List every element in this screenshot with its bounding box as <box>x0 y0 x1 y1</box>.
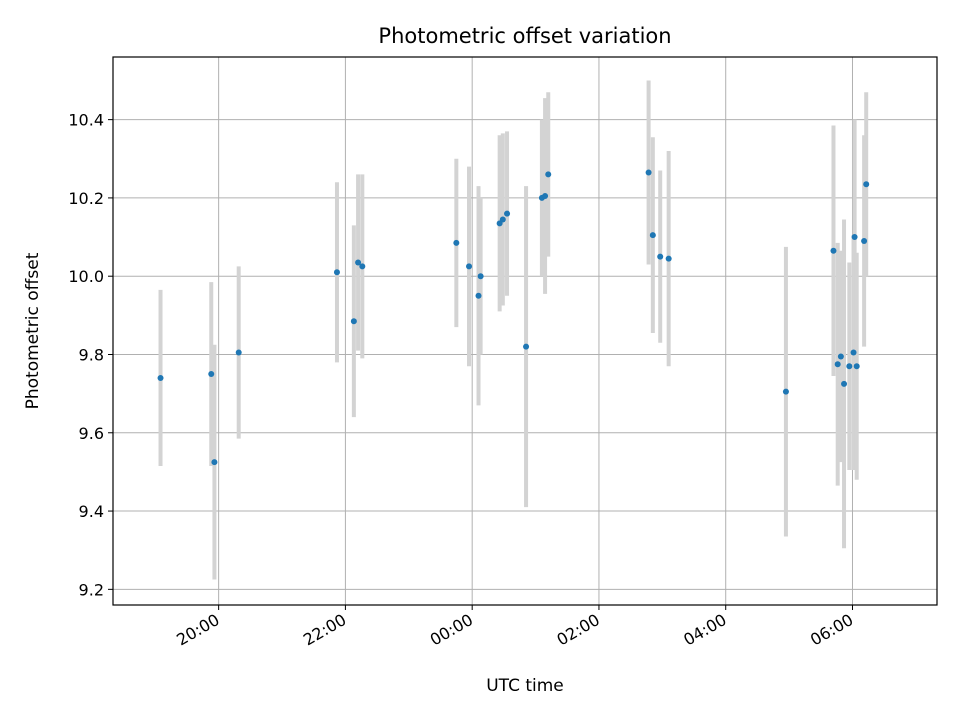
plot-frame <box>112 56 938 606</box>
x-axis-label: UTC time <box>486 676 564 696</box>
data-point <box>782 388 789 395</box>
y-tick-label: 10.2 <box>68 189 104 208</box>
y-axis-ticks: 9.2 9.4 9.6 9.8 10.0 10.2 10.4 <box>68 111 113 599</box>
x-tick-label: 02:00 <box>554 610 603 650</box>
y-tick-label: 10.4 <box>68 111 104 130</box>
data-point <box>545 171 552 178</box>
data-point <box>851 234 858 241</box>
data-point <box>211 459 218 466</box>
data-point <box>504 210 511 217</box>
data-point <box>841 380 848 387</box>
data-point <box>466 263 473 270</box>
data-point <box>157 374 164 381</box>
data-point <box>359 263 366 270</box>
data-point <box>477 273 484 280</box>
y-tick-label: 10.0 <box>68 267 104 286</box>
x-tick-label: 06:00 <box>807 610 856 650</box>
data-point <box>333 269 340 276</box>
y-tick-label: 9.4 <box>79 502 104 521</box>
data-point <box>453 239 460 246</box>
x-tick-label: 22:00 <box>300 610 349 650</box>
y-axis-label: Photometric offset <box>23 252 43 409</box>
data-point <box>853 363 860 370</box>
data-point <box>475 292 482 299</box>
data-point <box>657 253 664 260</box>
data-point <box>834 361 841 368</box>
data-point <box>645 169 652 176</box>
data-points <box>157 169 870 466</box>
data-point <box>350 318 357 325</box>
data-point <box>649 232 656 239</box>
data-point <box>355 259 362 266</box>
data-point <box>542 192 549 199</box>
data-point <box>235 349 242 356</box>
x-tick-label: 00:00 <box>427 610 476 650</box>
data-point <box>850 349 857 356</box>
x-axis-ticks: 20:00 22:00 00:00 02:00 04:00 06:00 <box>173 605 856 650</box>
y-tick-label: 9.2 <box>79 580 104 599</box>
data-point <box>861 237 868 244</box>
chart-title: Photometric offset variation <box>378 24 671 48</box>
data-point <box>208 371 215 378</box>
data-point <box>830 247 837 254</box>
error-bars <box>158 80 869 580</box>
data-point <box>863 181 870 188</box>
data-point <box>837 353 844 360</box>
x-tick-label: 20:00 <box>173 610 222 650</box>
y-tick-label: 9.8 <box>79 345 104 364</box>
x-tick-label: 04:00 <box>680 610 729 650</box>
data-point <box>665 255 672 262</box>
data-point <box>499 216 506 223</box>
y-tick-label: 9.6 <box>79 424 104 443</box>
data-point <box>846 363 853 370</box>
data-point <box>523 343 530 350</box>
